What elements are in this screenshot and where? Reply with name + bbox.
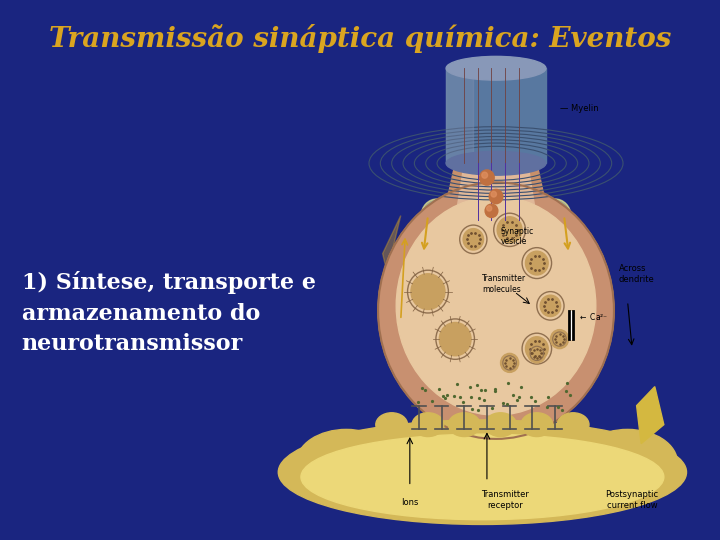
Ellipse shape [548,208,562,222]
Ellipse shape [482,172,487,178]
Polygon shape [446,68,473,163]
Ellipse shape [376,413,408,436]
Ellipse shape [463,228,484,250]
Ellipse shape [412,413,444,436]
Polygon shape [441,163,551,225]
Text: $\leftarrow$ Ca²⁻: $\leftarrow$ Ca²⁻ [577,311,608,322]
Ellipse shape [446,56,546,80]
Ellipse shape [497,217,522,243]
Polygon shape [455,163,537,220]
Ellipse shape [485,204,498,218]
Ellipse shape [426,204,449,227]
Ellipse shape [491,191,497,197]
Ellipse shape [449,413,480,436]
Ellipse shape [485,413,516,436]
Polygon shape [382,215,410,349]
Ellipse shape [540,295,561,316]
Text: Across
dendrite: Across dendrite [618,264,654,284]
Ellipse shape [378,183,614,439]
Text: Postsynaptic
current flow: Postsynaptic current flow [606,490,659,510]
Polygon shape [446,68,546,163]
Ellipse shape [577,429,678,496]
Ellipse shape [521,413,553,436]
Ellipse shape [446,151,546,175]
Text: Transmitter
receptor: Transmitter receptor [481,490,529,510]
Ellipse shape [421,199,453,232]
Ellipse shape [557,413,589,436]
Ellipse shape [539,199,571,232]
Ellipse shape [500,353,518,373]
Text: 1) Síntese, transporte e
armazenamento do
neurotransmissor: 1) Síntese, transporte e armazenamento d… [22,271,315,355]
Ellipse shape [439,322,471,356]
Text: Synaptic
vesicle: Synaptic vesicle [500,227,534,246]
Ellipse shape [489,190,503,204]
Ellipse shape [487,206,492,211]
Text: Ions: Ions [401,498,418,508]
Text: Transmissão sináptica química: Eventos: Transmissão sináptica química: Eventos [49,24,671,53]
Ellipse shape [396,197,596,415]
Polygon shape [636,387,664,444]
Ellipse shape [526,337,548,361]
Text: — Myelin: — Myelin [559,104,598,113]
Ellipse shape [551,329,569,349]
Ellipse shape [278,420,687,524]
Ellipse shape [411,274,445,309]
Ellipse shape [544,204,567,227]
Ellipse shape [528,344,546,363]
Ellipse shape [480,170,494,185]
Ellipse shape [526,251,548,275]
Ellipse shape [301,434,664,519]
Text: Transmitter
molecules: Transmitter molecules [482,274,526,294]
Ellipse shape [431,208,444,222]
Ellipse shape [297,429,396,496]
